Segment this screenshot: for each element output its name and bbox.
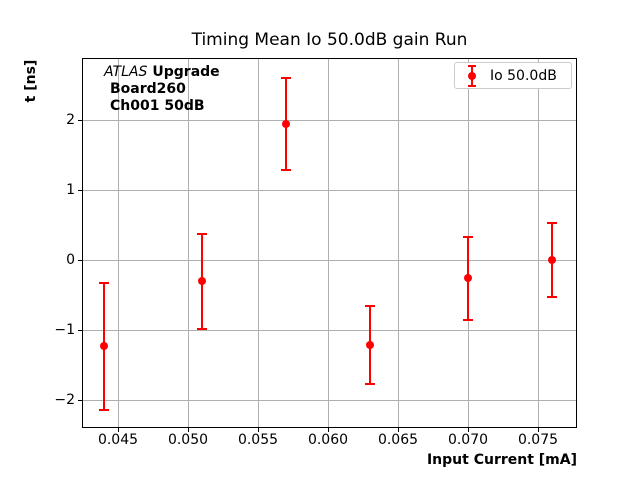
y-tick-label: −1: [54, 322, 75, 338]
experiment-annotation: ATLAS Upgrade Board260 Ch001 50dB: [104, 64, 220, 115]
errorbar-cap-bottom: [468, 84, 476, 87]
x-tick-mark: [188, 428, 189, 432]
x-tick-label: 0.045: [97, 432, 139, 448]
x-tick-mark: [468, 428, 469, 432]
y-tick-label: 2: [66, 112, 75, 128]
y-tick-label: 1: [66, 182, 75, 198]
atlas-label: ATLAS: [104, 64, 148, 80]
annotation-line-2: Board260: [110, 81, 186, 97]
x-tick-mark: [258, 428, 259, 432]
x-tick-mark: [538, 428, 539, 432]
x-tick-label: 0.075: [517, 432, 559, 448]
annotation-line-3: Ch001 50dB: [110, 98, 205, 114]
x-tick-mark: [398, 428, 399, 432]
y-tick-label: 0: [66, 252, 75, 268]
x-tick-label: 0.050: [167, 432, 209, 448]
upgrade-label: Upgrade: [152, 64, 220, 80]
errorbar-cap-top: [468, 64, 476, 67]
x-tick-mark: [328, 428, 329, 432]
annotation-line-1: ATLAS Upgrade: [104, 64, 220, 81]
x-tick-label: 0.065: [377, 432, 419, 448]
x-tick-label: 0.060: [307, 432, 349, 448]
x-tick-label: 0.055: [237, 432, 279, 448]
errorbar-dot: [468, 71, 476, 80]
y-axis-label: t [ns]: [23, 59, 39, 103]
plot-area: [82, 58, 577, 428]
errorbar-marker-icon: [467, 64, 477, 87]
chart-title: Timing Mean Io 50.0dB gain Run: [191, 30, 468, 50]
x-tick-label: 0.070: [447, 432, 489, 448]
y-tick-label: −2: [54, 392, 75, 408]
x-axis-label: Input Current [mA]: [426, 452, 577, 468]
legend-entry-label: Io 50.0dB: [490, 67, 557, 84]
x-tick-mark: [118, 428, 119, 432]
legend-box: Io 50.0dB: [454, 62, 572, 89]
